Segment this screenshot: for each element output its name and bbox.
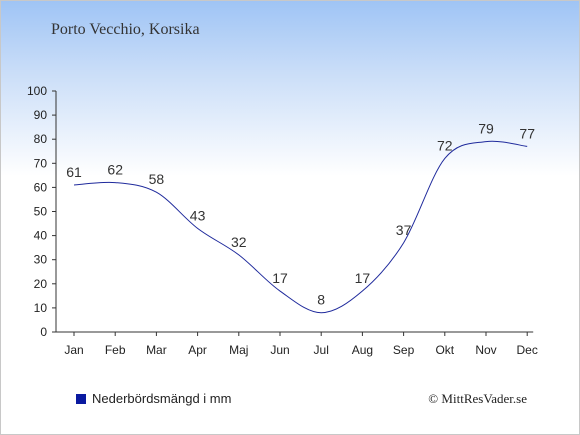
data-label: 32 [231, 234, 247, 250]
x-tick-label: Maj [229, 343, 248, 357]
x-tick-label: Apr [188, 343, 207, 357]
x-tick-label: Feb [105, 343, 126, 357]
y-tick-label: 80 [34, 132, 48, 146]
x-tick-label: Nov [475, 343, 496, 357]
data-label: 43 [190, 207, 206, 223]
y-tick-label: 10 [34, 301, 48, 315]
data-label: 8 [317, 292, 325, 308]
x-tick-label: Sep [393, 343, 415, 357]
legend: Nederbördsmängd i mm [76, 391, 231, 406]
y-tick-label: 70 [34, 156, 48, 170]
data-label: 17 [355, 270, 371, 286]
data-label: 72 [437, 137, 453, 153]
y-tick-label: 20 [34, 277, 48, 291]
x-tick-label: Jul [314, 343, 329, 357]
data-label: 61 [66, 164, 82, 180]
y-tick-label: 90 [34, 108, 48, 122]
data-label: 37 [396, 222, 412, 238]
x-tick-label: Mar [146, 343, 167, 357]
copyright-text: © MittResVader.se [428, 391, 527, 406]
x-tick-label: Jan [64, 343, 83, 357]
legend-swatch [76, 393, 86, 404]
y-tick-label: 30 [34, 253, 48, 267]
legend-label: Nederbördsmängd i mm [92, 391, 232, 406]
data-label: 62 [107, 162, 123, 178]
data-label: 79 [478, 121, 494, 137]
y-tick-label: 60 [34, 180, 48, 194]
y-tick-label: 100 [27, 84, 47, 98]
data-label: 77 [519, 125, 535, 141]
x-tick-label: Dec [517, 343, 538, 357]
x-tick-label: Aug [352, 343, 373, 357]
x-tick-label: Jun [270, 343, 289, 357]
series-line [73, 140, 528, 314]
data-label: 17 [272, 270, 288, 286]
y-tick-label: 0 [40, 325, 47, 339]
data-label: 58 [149, 171, 165, 187]
chart-title: Porto Vecchio, Korsika [51, 21, 200, 38]
y-tick-label: 50 [34, 205, 48, 219]
x-tick-label: Okt [435, 343, 454, 357]
y-tick-label: 40 [34, 229, 48, 243]
